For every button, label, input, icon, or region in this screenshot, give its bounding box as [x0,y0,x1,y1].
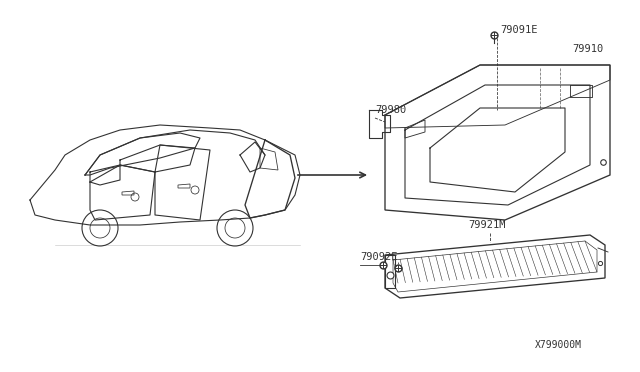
Text: 79980: 79980 [375,105,406,115]
Text: 79092E: 79092E [360,252,397,262]
Text: X799000M: X799000M [535,340,582,350]
Text: 79921M: 79921M [468,220,506,230]
Text: 79910: 79910 [572,44,604,54]
Text: 79091E: 79091E [500,25,538,35]
